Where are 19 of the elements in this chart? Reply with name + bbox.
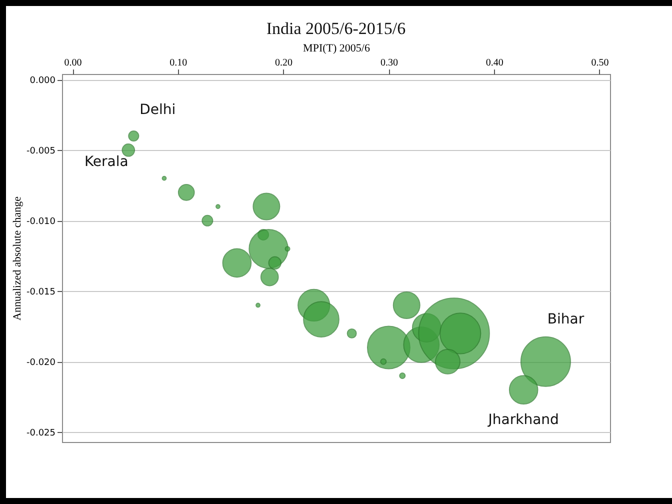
- x-tick-label: 0.20: [275, 58, 293, 68]
- annotation: Jharkhand: [487, 412, 559, 428]
- x-tick-label: 0.00: [64, 58, 82, 68]
- y-tick-label: -0.020: [26, 358, 56, 368]
- x-axis-title: MPI(T) 2005/6: [303, 42, 370, 54]
- x-tick-label: 0.40: [486, 58, 504, 68]
- y-tick-label: 0.000: [30, 76, 56, 86]
- x-tick-label: 0.10: [170, 58, 188, 68]
- x-tick-label: 0.50: [591, 58, 609, 68]
- annotation: Bihar: [547, 312, 584, 328]
- y-tick-label: -0.015: [26, 288, 56, 298]
- x-tick-label: 0.30: [380, 58, 398, 68]
- y-tick-label: -0.010: [26, 217, 56, 228]
- y-tick-label: -0.025: [26, 428, 56, 439]
- chart-title: India 2005/6-2015/6: [266, 19, 406, 38]
- annotation: Delhi: [140, 102, 176, 118]
- y-axis-title: Annualized absolute change: [11, 196, 24, 321]
- y-tick-label: -0.005: [26, 146, 56, 157]
- annotation: Kerala: [84, 154, 128, 170]
